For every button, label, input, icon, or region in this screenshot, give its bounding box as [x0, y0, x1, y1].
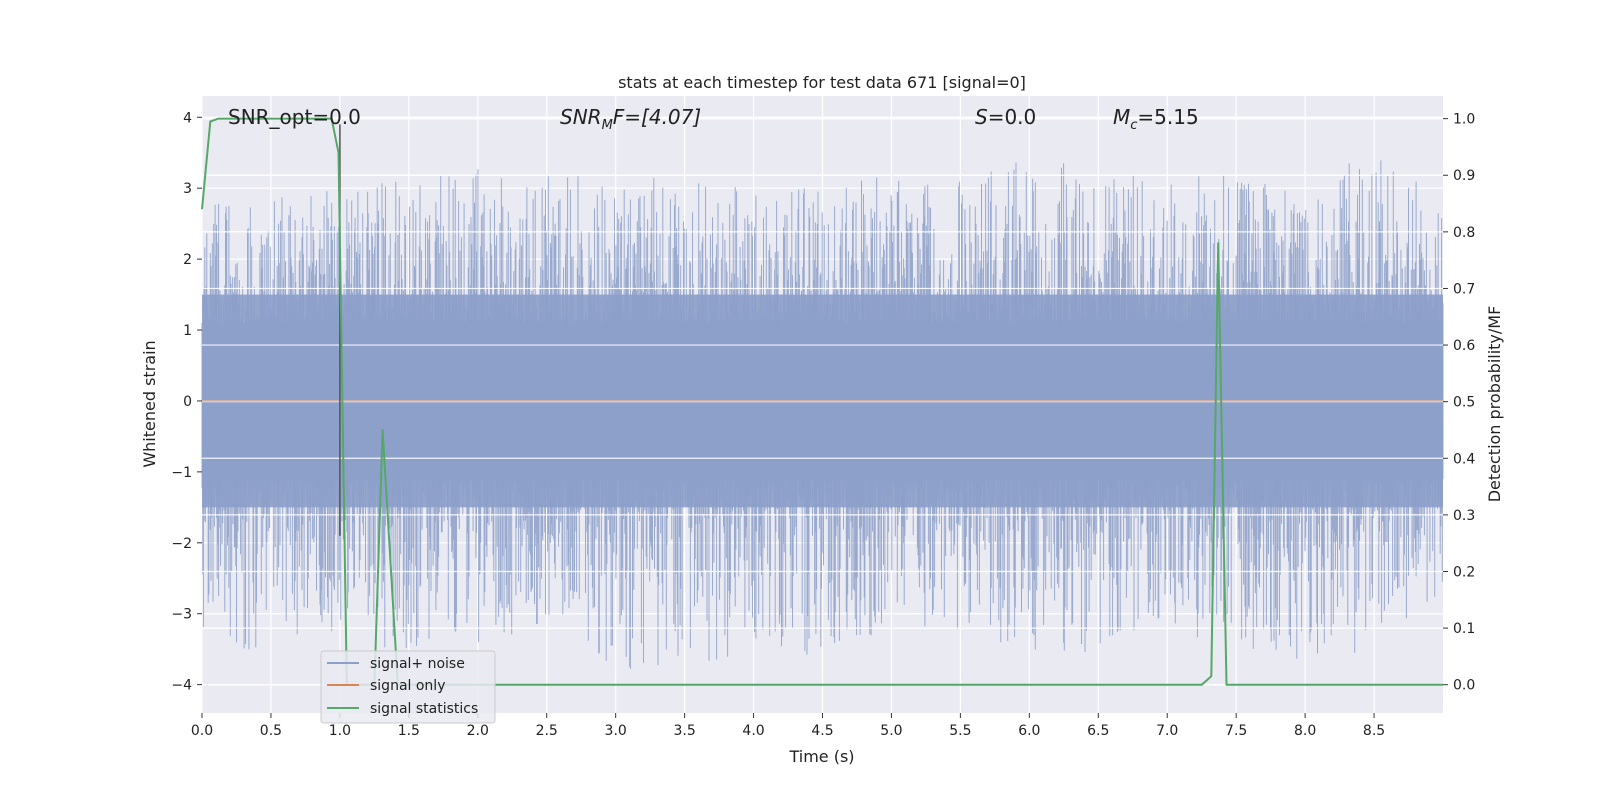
annotation-snr-opt: SNR_opt=0.0 — [228, 105, 361, 129]
tick-label-layer: 0.0 0.5 1.0 1.5 2.0 2.5 3.0 3.5 4.0 4.5 5.0 5.5 6.0 6… — [171, 110, 1475, 739]
x-tick-label: 3.5 — [673, 723, 695, 739]
y-tick-label-left: 3 — [183, 181, 192, 197]
x-tick-label: 6.0 — [1018, 723, 1040, 739]
annotation-snr-mf: SNRMF=[4.07] — [560, 105, 701, 133]
y-tick-label-left: −3 — [171, 607, 192, 623]
x-tick-label: 5.5 — [949, 723, 971, 739]
legend-label-statistics: signal statistics — [370, 701, 478, 717]
x-tick-label: 5.0 — [880, 723, 902, 739]
legend-label-signal-only: signal only — [370, 678, 445, 694]
annotation-mc-sub: c — [1130, 118, 1137, 133]
y-tick-label-right: 0.7 — [1453, 281, 1475, 297]
y-axis-label-left: Whitened strain — [140, 340, 159, 467]
y-tick-label-right: 0.4 — [1453, 451, 1475, 467]
y-tick-label-right: 0.8 — [1453, 225, 1475, 241]
y-tick-label-right: 0.0 — [1453, 678, 1475, 694]
x-tick-label: 2.0 — [467, 723, 489, 739]
x-tick-label: 1.0 — [329, 723, 351, 739]
annotation-snr-mf-main: SNR — [560, 105, 602, 129]
y-tick-label-left: −1 — [171, 465, 192, 481]
legend: signal+ noise signal only signal statist… — [320, 650, 496, 724]
y-tick-label-right: 0.5 — [1453, 395, 1475, 411]
y-tick-label-left: 0 — [183, 394, 192, 410]
x-tick-label: 0.0 — [191, 723, 213, 739]
y-tick-label-right: 0.9 — [1453, 168, 1475, 184]
chart-title: stats at each timestep for test data 671… — [618, 73, 1026, 92]
x-tick-label: 4.5 — [811, 723, 833, 739]
y-tick-label-left: 1 — [183, 323, 192, 339]
x-tick-label: 8.5 — [1363, 723, 1385, 739]
x-tick-label: 0.5 — [260, 723, 282, 739]
annotation-snr-mf-rest: F=[4.07] — [613, 105, 701, 129]
x-axis-label: Time (s) — [788, 747, 854, 766]
annotation-mc-rest: =5.15 — [1137, 105, 1198, 129]
annotation-s-rest: =0.0 — [988, 105, 1037, 129]
y-tick-label-left: −2 — [171, 536, 192, 552]
x-tick-label: 7.0 — [1156, 723, 1178, 739]
legend-box — [320, 650, 496, 724]
y-tick-label-left: 4 — [183, 110, 192, 126]
y-tick-label-right: 0.1 — [1453, 621, 1475, 637]
x-tick-label: 8.0 — [1294, 723, 1316, 739]
x-tick-label: 4.0 — [742, 723, 764, 739]
y-tick-label-right: 1.0 — [1453, 112, 1475, 128]
annotation-mc-main: M — [1113, 105, 1130, 129]
y-tick-label-right: 0.2 — [1453, 564, 1475, 580]
y-tick-label-right: 0.6 — [1453, 338, 1475, 354]
x-tick-label: 2.5 — [536, 723, 558, 739]
legend-label-noise: signal+ noise — [370, 656, 465, 672]
annotation-snr-mf-sub: M — [602, 118, 613, 133]
annotation-s-main: S — [975, 105, 988, 129]
annotation-s: S=0.0 — [975, 105, 1036, 129]
statistics-line — [201, 117, 1443, 686]
x-tick-label: 7.5 — [1225, 723, 1247, 739]
y-tick-label-left: −4 — [171, 678, 192, 694]
x-tick-label: 3.0 — [605, 723, 627, 739]
x-tick-label: 6.5 — [1087, 723, 1109, 739]
signal-statistics-series — [201, 117, 1443, 686]
annotation-mc: Mc=5.15 — [1113, 105, 1199, 133]
y-axis-label-right: Detection probability/MF — [1485, 306, 1504, 503]
y-tick-label-right: 0.3 — [1453, 508, 1475, 524]
x-tick-label: 1.5 — [398, 723, 420, 739]
y-tick-label-left: 2 — [183, 252, 192, 268]
